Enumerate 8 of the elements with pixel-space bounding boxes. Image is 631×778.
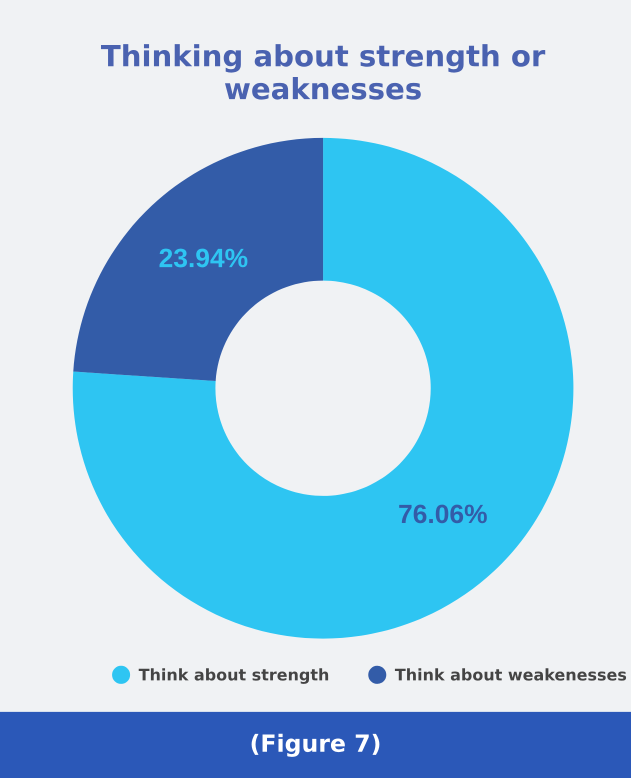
donut-slice [73,138,324,382]
data-label: 76.06% [399,504,487,524]
legend-label: Think about weakenesses [394,668,626,681]
donut-slice [72,138,574,639]
legend-label: Think about strength [138,668,328,684]
chart-title: Thinking about strength or weaknesses [100,44,546,100]
data-label: 23.94% [160,248,248,268]
text: (Figure 7) [252,734,380,757]
